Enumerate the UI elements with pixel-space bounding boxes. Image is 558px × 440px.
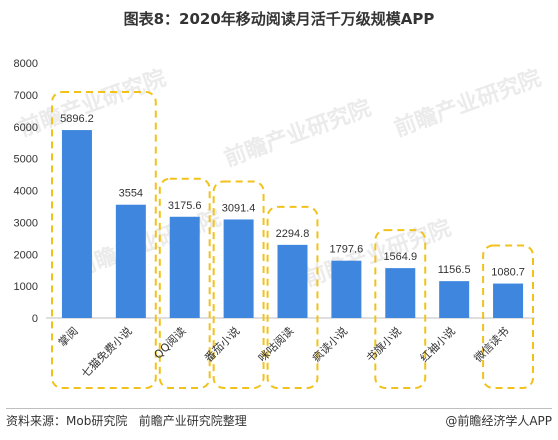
data-label-6: 1564.9 [383,251,417,263]
highlight-box-3 [266,205,319,389]
chart-title: 图表8：2020年移动阅读月活千万级规模APP [123,10,435,28]
category-label-4: 咪咕阅读 [255,324,296,365]
highlight-box-0 [51,91,157,389]
footer-divider [6,408,552,409]
credit-note: @前瞻经济学人APP [445,414,552,428]
data-label-4: 2294.8 [276,228,310,240]
y-tick-label-5: 5000 [14,154,38,166]
bar-4 [277,244,308,318]
category-label-8: 微信读书 [471,324,512,365]
highlight-box-5 [482,244,535,389]
bar-1 [115,204,146,318]
y-tick-label-6: 6000 [14,122,38,134]
category-label-3: 番茄小说 [201,324,242,365]
bar-6 [385,268,416,318]
data-label-2: 3175.6 [168,200,202,212]
source-note: 资料来源：Mob研究院 前瞻产业研究院整理 [6,414,247,428]
watermark-0: 前瞻产业研究院 [16,65,170,142]
data-label-5: 1797.6 [330,244,364,256]
data-label-0: 5896.2 [60,113,94,125]
bar-7 [439,281,470,318]
category-label-6: 书旗小说 [363,324,404,365]
watermark-2: 前瞻产业研究院 [391,65,545,142]
y-tick-label-7: 7000 [14,90,38,102]
highlight-box-2 [212,180,265,389]
data-label-8: 1080.7 [491,267,525,279]
data-label-7: 1156.5 [438,264,471,276]
bar-5 [331,260,362,318]
bar-0 [61,130,92,318]
y-tick-label-2: 2000 [14,249,38,261]
watermark-1: 前瞻产业研究院 [221,95,375,172]
watermark-3: 前瞻产业研究院 [71,205,225,282]
bar-3 [223,219,254,318]
bar-2 [169,216,200,318]
highlight-box-1 [158,177,211,389]
y-tick-label-0: 0 [32,313,38,325]
y-tick-label-3: 3000 [14,217,38,229]
watermark-4: 前瞻产业研究院 [301,215,455,292]
highlight-box-4 [374,229,427,389]
y-tick-label-8: 8000 [14,58,38,70]
data-label-1: 3554 [119,188,143,200]
bar-8 [493,283,524,318]
data-label-3: 3091.4 [222,202,256,214]
category-label-5: 疯读小说 [309,324,350,365]
y-tick-label-1: 1000 [14,281,38,293]
category-label-1: 七猫免费小说 [78,324,135,381]
y-tick-label-4: 4000 [14,186,38,198]
category-label-7: 红袖小说 [417,324,458,365]
category-label-0: 掌阅 [55,324,80,349]
